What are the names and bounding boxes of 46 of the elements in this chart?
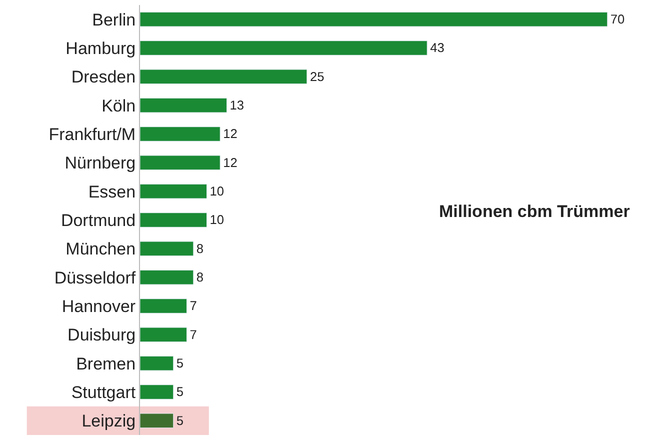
data-label: 10 [210,212,224,228]
y-tick-label: München [66,240,136,259]
y-tick-label: Dresden [71,68,136,87]
data-label: 5 [176,412,184,428]
data-label: 13 [230,97,244,112]
y-tick-label: Duisburg [68,326,136,345]
y-tick-label: Hamburg [66,38,136,58]
data-label: 12 [223,126,238,142]
bar [140,126,220,142]
bar [140,69,308,84]
data-label: 25 [310,68,324,84]
bar [140,413,174,428]
data-label: 8 [196,269,204,284]
bar [140,155,220,170]
data-label: 12 [223,154,238,170]
bar [140,241,194,256]
bar [140,384,174,400]
data-label: 7 [190,326,197,342]
y-tick-label: Leipzig [82,412,136,431]
data-label: 70 [610,11,625,26]
data-label: 8 [196,240,204,256]
y-tick-label: Essen [88,182,136,202]
data-label: 5 [176,355,184,370]
data-label: 7 [190,298,197,314]
bar [140,327,187,342]
y-tick-label: Dortmund [60,210,136,230]
bar [140,40,428,56]
y-tick-label: Nürnberg [64,154,136,173]
y-tick-label: Stuttgart [71,382,136,402]
data-label: 10 [210,183,224,198]
bar [140,212,208,228]
bar [140,356,174,371]
data-label: 43 [430,40,444,56]
bar [140,298,187,314]
bar [140,98,228,113]
bar [140,12,608,27]
y-tick-label: Köln [102,96,136,116]
y-tick-label: Bremen [76,354,136,374]
bar [140,270,194,285]
bar [140,184,208,199]
annotation: Millionen cbm Trümmer [439,202,630,221]
y-tick-label: Berlin [92,10,136,30]
y-tick-label: Hannover [62,296,136,316]
y-tick-label: Frankfurt/M [48,124,136,144]
data-label: 5 [176,384,184,400]
y-tick-label: Düsseldorf [54,268,136,288]
